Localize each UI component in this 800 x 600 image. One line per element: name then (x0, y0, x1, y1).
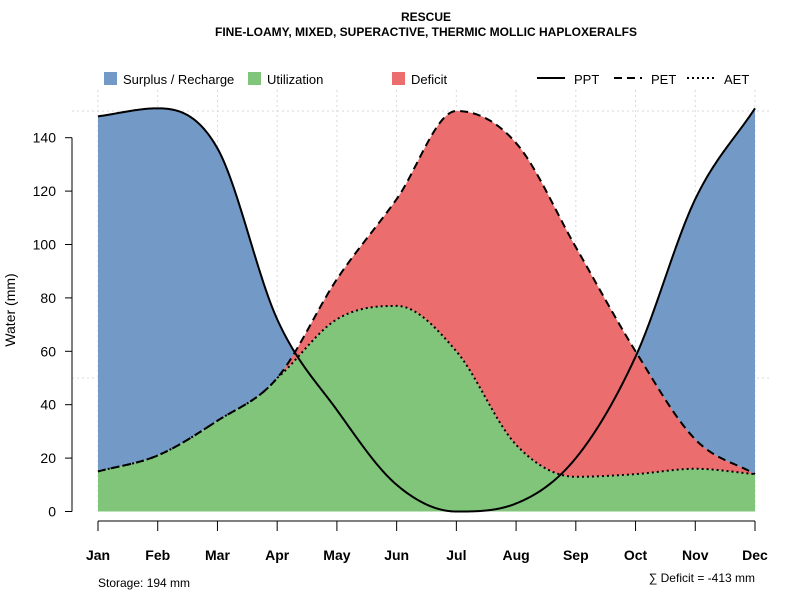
legend-label-deficit: Deficit (411, 72, 448, 87)
deficit-area (98, 111, 755, 477)
pet-line (97, 109, 756, 475)
y-tick-label-60: 60 (40, 343, 56, 359)
axes: 0 20 40 60 80 100 120 140 Jan Feb Mar Apr May Jun Jul A… (33, 130, 768, 563)
legend-label-surplus-recharge: Surplus / Recharge (123, 72, 234, 87)
legend: Surplus / Recharge Utilization Deficit PPT P… (104, 72, 749, 87)
legend-label-aet: AET (724, 72, 749, 87)
legend-label-pet: PET (651, 72, 676, 87)
ppt-line (97, 107, 756, 513)
x-tick-label-oct: Oct (624, 547, 648, 563)
x-tick-label-jul: Jul (446, 547, 466, 563)
surplus-area (98, 108, 755, 475)
chart-subtitle: FINE-LOAMY, MIXED, SUPERACTIVE, THERMIC … (215, 25, 637, 39)
series-lines (97, 107, 756, 513)
x-tick-label-may: May (323, 547, 350, 563)
y-tick-label-0: 0 (48, 504, 56, 520)
legend-swatch-surplus-recharge (104, 72, 117, 85)
x-tick-label-nov: Nov (682, 547, 709, 563)
y-tick-label-120: 120 (33, 183, 57, 199)
legend-swatch-utilization (248, 72, 261, 85)
x-tick-label-apr: Apr (265, 547, 290, 563)
legend-swatch-deficit (392, 72, 405, 85)
utilization-area (98, 305, 755, 512)
y-tick-label-20: 20 (40, 450, 56, 466)
y-tick-label-140: 140 (33, 130, 57, 146)
fill-areas (98, 108, 755, 512)
legend-label-utilization: Utilization (267, 72, 323, 87)
y-axis-label: Water (mm) (2, 273, 18, 346)
y-tick-label-100: 100 (33, 237, 57, 253)
x-tick-label-dec: Dec (742, 547, 768, 563)
x-tick-label-aug: Aug (502, 547, 529, 563)
legend-label-ppt: PPT (574, 72, 599, 87)
x-tick-label-feb: Feb (145, 547, 170, 563)
x-tick-label-sep: Sep (563, 547, 589, 563)
chart-title: RESCUE (401, 10, 451, 24)
x-tick-label-mar: Mar (205, 547, 230, 563)
y-tick-label-80: 80 (40, 290, 56, 306)
y-tick-label-40: 40 (40, 397, 56, 413)
storage-annotation: Storage: 194 mm (98, 576, 190, 590)
deficit-annotation: ∑ Deficit = -413 mm (649, 571, 755, 585)
x-tick-label-jan: Jan (86, 547, 110, 563)
x-tick-label-jun: Jun (384, 547, 409, 563)
